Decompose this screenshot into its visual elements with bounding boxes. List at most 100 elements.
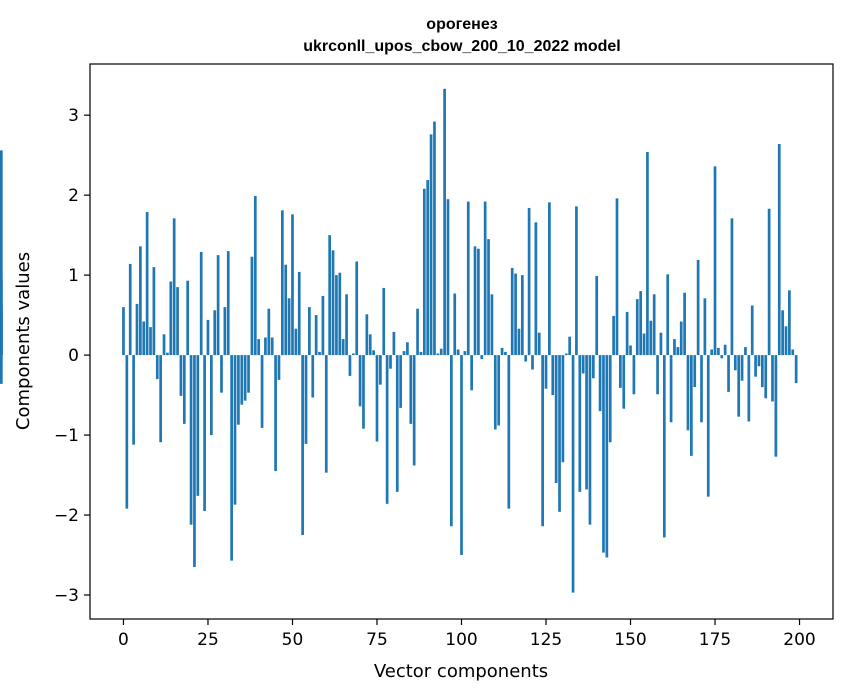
bar-163 [673, 339, 676, 356]
bar-173 [706, 355, 710, 497]
bar-147 [619, 355, 622, 388]
x-tick-label: 75 [366, 630, 388, 650]
bar-138 [588, 355, 592, 525]
bar-5 [139, 246, 142, 356]
bar-70 [358, 355, 362, 407]
bar-139 [591, 355, 595, 379]
bar-82 [399, 355, 402, 408]
bar-192 [771, 355, 774, 402]
bar-135 [578, 355, 582, 492]
x-axis-ticks: 0 25 50 75 100 125 150 175 200 [118, 619, 816, 650]
bar-126 [548, 202, 551, 356]
bar-168 [690, 355, 693, 456]
chart-title: орогенез [426, 16, 497, 33]
bar-183 [740, 355, 744, 381]
bar-128 [554, 355, 558, 484]
bar-136 [581, 355, 585, 374]
bar-93 [436, 353, 440, 356]
bar-69 [355, 261, 359, 356]
bar-73 [368, 334, 372, 356]
bar-67 [348, 355, 352, 376]
bar-53 [301, 355, 304, 536]
bar-117 [517, 328, 521, 356]
bar-86 [412, 355, 416, 466]
bar-190 [764, 355, 768, 399]
bar-50 [291, 214, 294, 356]
bar-164 [676, 347, 680, 356]
bar-182 [737, 355, 741, 417]
bar-100 [460, 355, 463, 556]
bar-85 [409, 355, 413, 424]
bar-133 [571, 355, 575, 593]
bar-155 [646, 151, 649, 356]
bar-175 [713, 166, 717, 356]
bar-55 [308, 307, 311, 356]
bar-167 [686, 355, 690, 431]
y-axis-ticks: −3 −2 −1 0 1 2 3 [54, 106, 90, 606]
bar-27 [213, 310, 217, 356]
bar-151 [632, 355, 636, 395]
bar-0 [122, 307, 125, 356]
y-tick-label: 2 [68, 186, 79, 206]
bar-122 [534, 222, 538, 356]
y-tick-label: −3 [54, 586, 79, 606]
bar-45 [274, 355, 277, 472]
bar-undefined [0, 355, 3, 384]
bar-158 [656, 355, 659, 395]
bar-123 [537, 332, 541, 356]
bar-66 [345, 294, 348, 356]
bar-21 [193, 355, 196, 568]
bar-4 [135, 303, 139, 356]
bar-63 [335, 275, 338, 356]
bar-84 [406, 342, 409, 356]
x-tick-label: 50 [282, 630, 304, 650]
y-tick-label: 1 [68, 266, 79, 286]
bar-99 [456, 349, 460, 356]
x-tick-label: 25 [197, 630, 219, 650]
bar-46 [277, 355, 281, 380]
bar-89 [422, 188, 426, 356]
bar-44 [270, 337, 274, 356]
bar-71 [362, 355, 365, 429]
x-tick-label: 175 [699, 630, 731, 650]
bar-113 [504, 351, 507, 356]
bar-7 [145, 211, 149, 356]
bar-160 [662, 355, 666, 538]
bar-107 [483, 201, 487, 356]
bar-171 [700, 355, 703, 423]
bar-154 [642, 333, 646, 356]
plot-area-frame [89, 63, 834, 620]
bar-35 [240, 355, 244, 405]
bar-94 [439, 348, 443, 356]
bar-132 [568, 336, 572, 356]
bar-26 [210, 355, 213, 436]
x-tick-label: 150 [614, 630, 646, 650]
bar-193 [774, 355, 778, 457]
bar-23 [199, 251, 203, 356]
bar-172 [703, 298, 707, 356]
bar-188 [757, 355, 761, 367]
bar-176 [717, 347, 720, 356]
bar-36 [243, 355, 247, 401]
bar-48 [284, 264, 288, 356]
bar-56 [311, 355, 315, 398]
bar-159 [659, 332, 663, 356]
bar-103 [470, 355, 473, 391]
bar-18 [182, 355, 186, 424]
bar-186 [750, 305, 754, 356]
bar-47 [280, 210, 284, 356]
bar-83 [402, 351, 406, 356]
bar-25 [206, 319, 210, 356]
bar-65 [341, 339, 345, 356]
bar-150 [629, 345, 632, 356]
bar-72 [365, 314, 369, 356]
bar-178 [723, 344, 727, 356]
bar-153 [639, 291, 643, 356]
bar-98 [453, 293, 457, 356]
bar-110 [493, 355, 497, 430]
bar-33 [233, 355, 237, 505]
bar-115 [510, 267, 514, 356]
bar-42 [264, 337, 267, 356]
bar-97 [450, 355, 453, 527]
